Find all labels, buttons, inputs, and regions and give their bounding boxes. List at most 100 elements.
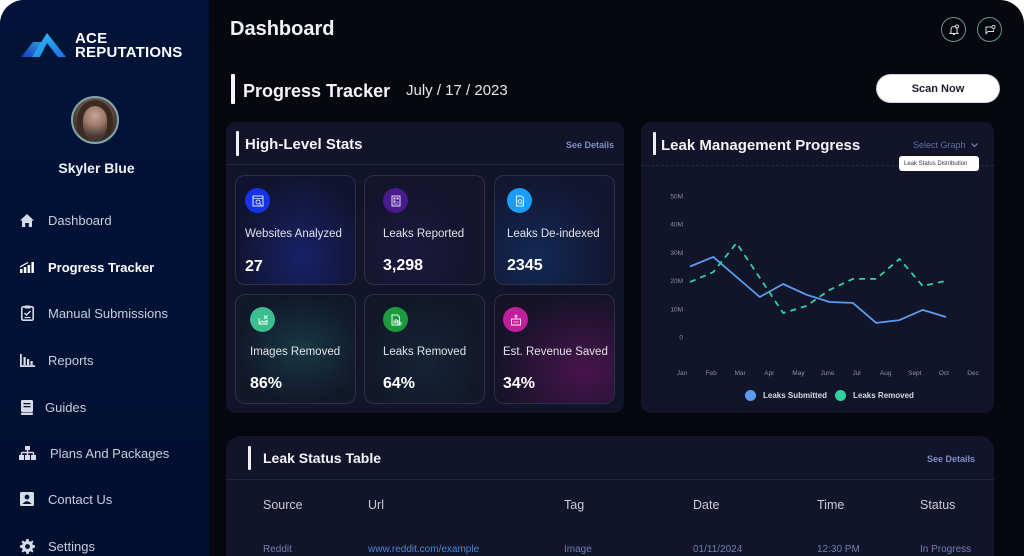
sidebar-item-plans-and-packages[interactable]: Plans And Packages [18,442,169,464]
y-tick-label: 20M [670,278,683,285]
sidebar-item-label: Plans And Packages [50,445,170,461]
brand-name: ACE REPUTATIONS [75,30,183,61]
column-header-time[interactable]: Time [817,498,845,512]
stat-label: Leaks De-indexed [507,228,600,240]
image-removed-icon [250,307,275,332]
column-header-tag[interactable]: Tag [564,498,585,512]
sidebar-item-reports[interactable]: Reports [18,349,94,371]
ace-logo-icon [21,33,66,57]
sidebar-item-manual-submissions[interactable]: Manual Submissions [18,302,168,324]
series-line-leaks-submitted [689,255,947,324]
stat-label: Leaks Removed [383,346,467,358]
series-line-leaks-removed [689,242,947,314]
column-header-source[interactable]: Source [263,498,303,512]
sidebar-item-label: Manual Submissions [48,305,168,321]
stat-card-leaks-reported[interactable]: Leaks Reported 3,298 [364,175,485,285]
stat-label: Est. Revenue Saved [503,346,608,358]
sidebar-item-label: Guides [45,399,87,415]
legend-label: Leaks Submitted [763,391,828,400]
sidebar-item-progress-tracker[interactable]: Progress Tracker [18,256,154,278]
tracker-date: July / 17 / 2023 [406,82,508,99]
document-chart-icon [383,307,408,332]
x-tick-label: Jan [677,370,688,377]
clipboard-icon [18,304,36,322]
x-tick-label: Aug [880,370,892,377]
stat-card-websites-analyzed[interactable]: Websites Analyzed 27 [235,175,356,285]
stat-value: 2345 [507,257,543,274]
select-graph-dropdown[interactable]: Select Graph [913,140,979,150]
legend-item-leaks-submitted[interactable]: Leaks Submitted [745,390,827,401]
y-tick-label: 30M [670,250,683,257]
progress-tracker-title: Progress Tracker [243,81,391,101]
progress-bars-icon [18,258,36,276]
panel-divider [641,165,994,167]
cell-source: Reddit [263,544,292,555]
line-chart: 0 10M 20M 30M 40M 50M Jan Feb Mar Apr May June Jul A… [670,194,979,378]
sidebar-item-guides[interactable]: Guides [18,396,86,418]
legend-item-leaks-removed[interactable]: Leaks Removed [835,390,914,401]
stat-card-images-removed[interactable]: Images Removed 86% [235,294,356,404]
gear-icon [18,537,36,555]
x-tick-label: Oct [939,370,949,377]
book-icon [18,398,36,416]
brand-line-2: REPUTATIONS [75,44,183,61]
stat-label: Images Removed [250,346,341,358]
stat-value: 27 [245,258,263,275]
chevron-down-icon [970,143,978,148]
column-header-status[interactable]: Status [920,498,956,512]
cell-tag: Image [564,544,592,555]
contact-card-icon [18,490,36,508]
stat-card-leaks-deindexed[interactable]: Leaks De-indexed 2345 [494,175,615,285]
section-accent-bar [231,74,235,104]
cell-url-link[interactable]: www.reddit.com/example [368,544,480,555]
bar-chart-icon [18,351,36,369]
cell-status: In Progress [920,544,972,555]
panel-accent-bar [248,446,251,470]
user-name: Skyler Blue [58,160,135,176]
x-tick-label: June [820,370,834,377]
website-analysis-icon [245,188,270,213]
cell-time: 12:30 PM [817,544,860,555]
sidebar-item-label: Settings [48,538,95,554]
x-tick-label: Sept [908,370,922,377]
sitemap-icon [18,444,36,462]
panel-divider [226,479,994,480]
sidebar-item-dashboard[interactable]: Dashboard [18,209,112,231]
cell-date: 01/11/2024 [693,544,743,555]
home-icon [18,211,36,229]
stat-label: Leaks Reported [383,228,465,240]
leak-status-table-panel: Leak Status Table See Details Source Url… [226,436,994,556]
sidebar: ACE REPUTATIONS Skyler Blue Dashboard Pr… [0,0,209,556]
sidebar-item-label: Dashboard [48,212,112,228]
stat-card-est-revenue-saved[interactable]: Est. Revenue Saved 34% [494,294,615,404]
x-tick-label: Jul [852,370,861,377]
brand-line-1: ACE [75,30,108,47]
table-see-details-link[interactable]: See Details [926,454,975,464]
legend-label: Leaks Removed [853,391,914,400]
stat-card-leaks-removed[interactable]: Leaks Removed 64% [364,294,485,404]
series-lines [689,242,947,324]
select-graph-label: Select Graph [913,140,966,150]
stat-value: 34% [503,375,536,392]
x-tick-label: Dec [967,370,979,377]
y-tick-label: 50M [670,194,683,201]
column-header-date[interactable]: Date [693,498,720,512]
messages-button[interactable] [977,17,1002,42]
scan-now-button[interactable]: Scan Now [877,75,999,102]
x-tick-label: Feb [705,370,717,377]
notifications-button[interactable] [941,17,966,42]
stat-value: 3,298 [383,257,424,274]
sidebar-item-contact-us[interactable]: Contact Us [18,488,112,510]
dropdown-option-leak-status-distribution[interactable]: Leak Status Distribution [899,156,979,171]
chart-legend: Leaks Submitted Leaks Removed [745,390,922,401]
high-level-stats-panel: High-Level Stats See Details Websites An… [226,122,624,413]
sidebar-item-label: Reports [48,352,94,368]
legend-dot-icon [835,390,847,401]
stat-value: 64% [383,375,416,392]
column-header-url[interactable]: Url [368,498,384,512]
sidebar-item-settings[interactable]: Settings [18,535,95,556]
stats-see-details-link[interactable]: See Details [565,140,614,150]
avatar[interactable] [71,96,119,144]
stat-label: Websites Analyzed [245,228,342,240]
